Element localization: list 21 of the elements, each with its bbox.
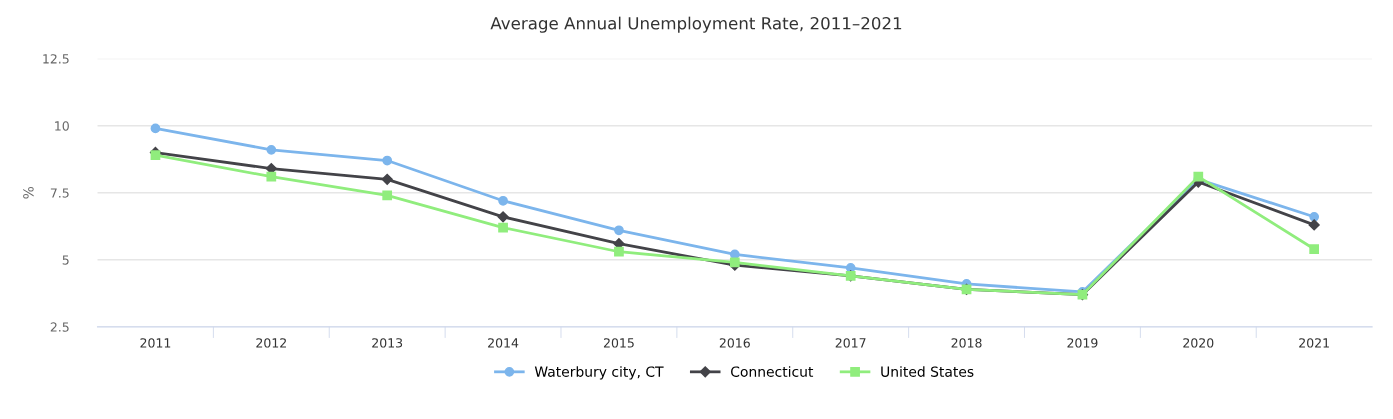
y-tick-label: 10 (55, 121, 69, 131)
y-tick-label: 5 (62, 255, 69, 265)
x-tick-label: 2016 (719, 338, 750, 348)
x-tick-label: 2012 (256, 338, 286, 348)
x-tick-label: 2019 (1067, 338, 1098, 348)
x-tick-label: 2013 (372, 338, 403, 348)
x-tick-label: 2011 (140, 338, 171, 348)
legend-label: Waterbury city, CT (534, 366, 664, 380)
legend-label: Connecticut (731, 366, 814, 377)
chart-title: Average Annual Unemployment Rate, 2011–2021 (490, 16, 902, 33)
y-tick-label: 7.5 (50, 188, 69, 198)
x-tick-label: 2018 (951, 338, 982, 348)
x-tick-label: 2020 (1183, 338, 1214, 348)
legend-label: United States (881, 366, 974, 377)
y-tick-label: 2.5 (50, 322, 69, 332)
x-tick-label: 2015 (603, 338, 634, 348)
y-tick-label: 12.5 (43, 54, 69, 64)
y-axis-title: % (23, 186, 34, 199)
x-tick-label: 2021 (1299, 338, 1329, 348)
x-tick-label: 2014 (488, 338, 519, 348)
x-tick-label: 2017 (835, 338, 866, 348)
